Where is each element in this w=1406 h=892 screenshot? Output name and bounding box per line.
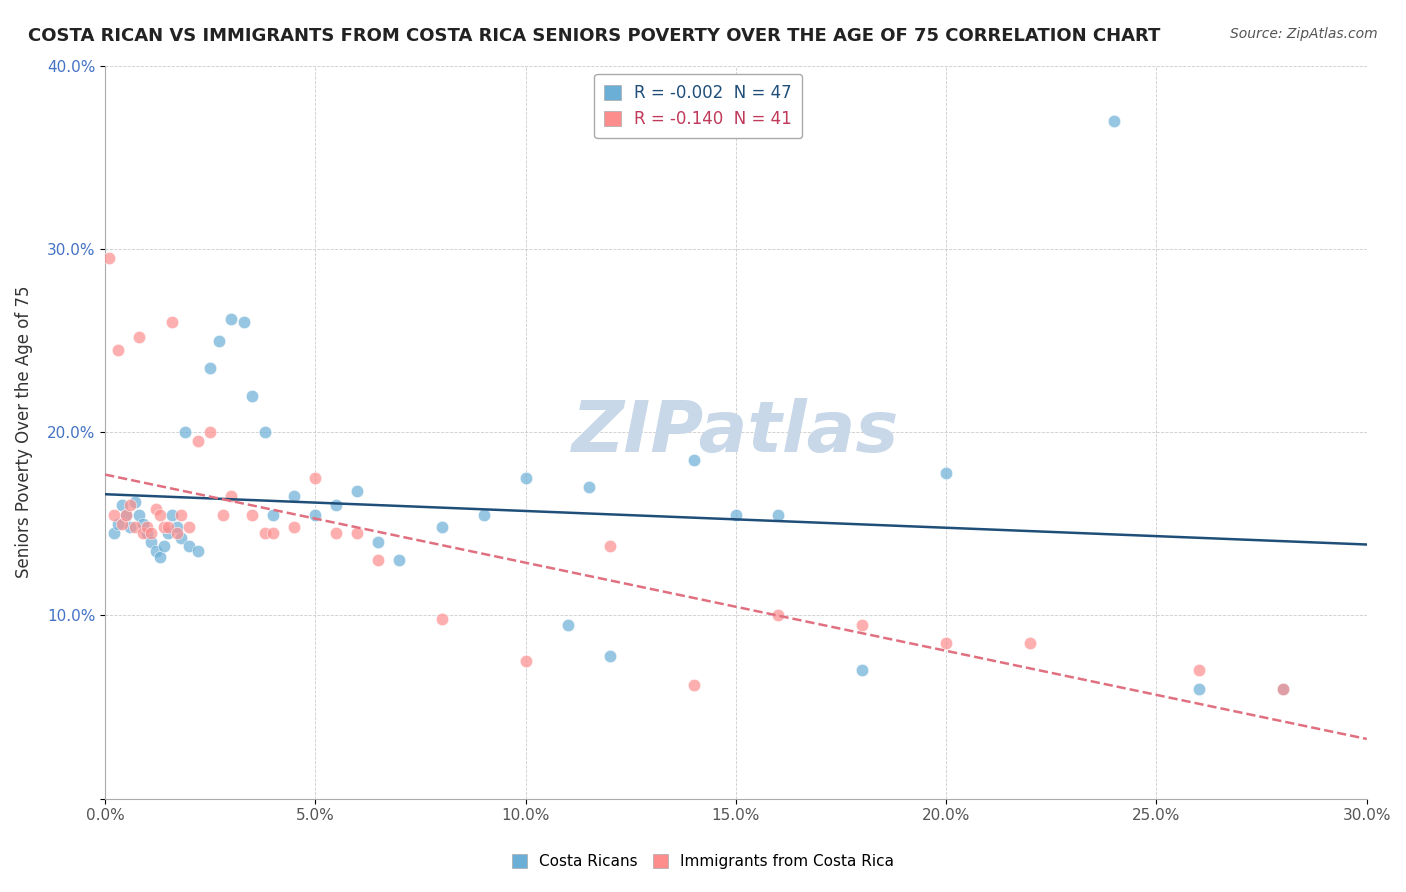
Point (683, 678, 706, 692)
Point (153, 520, 176, 534)
Point (388, 553, 411, 567)
Point (472, 508, 495, 522)
Point (120, 499, 142, 513)
Point (346, 483, 368, 498)
Point (132, 516, 155, 531)
Point (599, 539, 621, 553)
Point (157, 520, 180, 534)
Text: Source: ZipAtlas.com: Source: ZipAtlas.com (1230, 27, 1378, 41)
Point (187, 434, 209, 449)
Point (515, 471, 537, 485)
Point (170, 508, 193, 522)
Point (304, 471, 326, 485)
Point (367, 535, 389, 549)
Point (1104, 113, 1126, 128)
Point (1187, 664, 1209, 678)
Point (208, 334, 231, 348)
Point (212, 508, 235, 522)
Point (935, 636, 957, 650)
Point (283, 489, 305, 503)
Text: ZIPatlas: ZIPatlas (572, 398, 900, 467)
Point (557, 617, 579, 632)
Point (724, 508, 747, 522)
Point (111, 516, 134, 531)
Point (179, 520, 201, 534)
Point (107, 516, 129, 531)
Point (162, 508, 184, 522)
Point (325, 526, 347, 541)
Point (766, 508, 789, 522)
Point (111, 499, 134, 513)
Point (179, 539, 201, 553)
Point (200, 425, 222, 440)
Point (232, 315, 254, 329)
Point (107, 343, 129, 357)
Point (153, 539, 176, 553)
Point (157, 526, 180, 541)
Point (141, 535, 163, 549)
Point (683, 452, 706, 467)
Point (1271, 681, 1294, 696)
Point (98, 251, 121, 265)
Point (170, 532, 193, 546)
Point (120, 520, 142, 534)
Point (578, 480, 600, 494)
Point (162, 315, 184, 329)
Point (124, 495, 146, 509)
Point (103, 508, 125, 522)
Point (145, 544, 167, 558)
Legend: R = -0.002  N = 47, R = -0.140  N = 41: R = -0.002 N = 47, R = -0.140 N = 41 (595, 74, 801, 138)
Point (124, 520, 146, 534)
Point (851, 664, 873, 678)
Point (1187, 681, 1209, 696)
Point (346, 526, 368, 541)
Point (166, 526, 188, 541)
Point (253, 526, 276, 541)
Point (262, 508, 284, 522)
Point (136, 520, 159, 534)
Point (149, 549, 172, 564)
Point (935, 466, 957, 480)
Point (219, 489, 242, 503)
Legend: Costa Ricans, Immigrants from Costa Rica: Costa Ricans, Immigrants from Costa Rica (505, 848, 901, 875)
Point (149, 508, 172, 522)
Point (103, 526, 125, 541)
Point (219, 311, 242, 326)
Point (128, 330, 150, 344)
Point (145, 502, 167, 516)
Point (515, 654, 537, 668)
Point (430, 520, 453, 534)
Text: COSTA RICAN VS IMMIGRANTS FROM COSTA RICA SENIORS POVERTY OVER THE AGE OF 75 COR: COSTA RICAN VS IMMIGRANTS FROM COSTA RIC… (28, 27, 1160, 45)
Point (325, 499, 347, 513)
Point (200, 361, 222, 376)
Point (766, 608, 789, 623)
Point (283, 520, 305, 534)
Point (599, 648, 621, 663)
Y-axis label: Seniors Poverty Over the Age of 75: Seniors Poverty Over the Age of 75 (15, 286, 32, 578)
Point (136, 526, 159, 541)
Point (304, 508, 326, 522)
Point (851, 617, 873, 632)
Point (141, 526, 163, 541)
Point (240, 508, 263, 522)
Point (1019, 636, 1042, 650)
Point (128, 508, 150, 522)
Point (253, 425, 276, 440)
Point (262, 526, 284, 541)
Point (115, 508, 138, 522)
Point (166, 520, 188, 534)
Point (187, 544, 209, 558)
Point (1271, 681, 1294, 696)
Point (240, 388, 263, 402)
Point (115, 508, 138, 522)
Point (132, 526, 155, 541)
Point (174, 425, 197, 440)
Point (430, 612, 453, 626)
Point (367, 553, 389, 567)
